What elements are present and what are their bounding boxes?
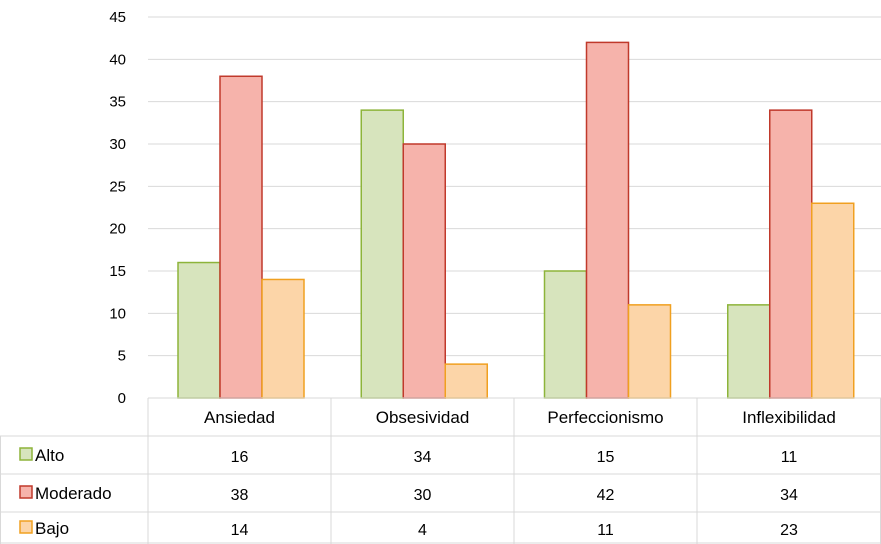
y-tick-label: 45 [109,9,126,26]
bar-moderado-ansiedad [219,75,263,399]
bar-bajo-ansiedad [261,278,305,399]
y-tick-label: 20 [109,221,126,238]
y-axis: 0 5 10 15 20 25 30 35 40 45 [109,9,126,407]
legend-swatch-moderado [19,485,33,499]
y-tick-label: 0 [118,390,126,407]
bar-alto-obsesividad [360,109,404,399]
y-tick-label: 25 [109,178,126,195]
legend-label-alto: Alto [35,446,64,465]
legend-label-moderado: Moderado [35,484,112,503]
data-table: Ansiedad Obsesividad Perfeccionismo Inflexi… [0,397,881,544]
x-tick-label: Ansiedad [204,408,275,427]
y-tick-label: 35 [109,94,126,111]
data-label: 23 [780,522,798,539]
bar-alto-ansiedad [177,261,221,399]
data-label: 4 [418,522,427,539]
data-label: 11 [597,522,614,539]
bar-moderado-perfeccionismo [585,41,630,399]
y-tick-label: 15 [109,263,126,280]
bar-bajo-inflexibilidad [811,202,855,399]
x-tick-label: Obsesividad [376,408,470,427]
bars [177,41,855,399]
data-label: 16 [231,449,249,466]
x-tick-label: Inflexibilidad [742,408,836,427]
bar-bajo-obsesividad [444,363,488,399]
legend-label-bajo: Bajo [35,519,69,538]
y-tick-label: 30 [109,136,126,153]
data-label: 34 [414,449,432,466]
bar-moderado-obsesividad [402,143,446,399]
bar-alto-perfeccionismo [543,270,588,399]
y-tick-label: 5 [118,348,126,365]
y-tick-label: 40 [109,51,126,68]
data-label: 34 [780,487,798,504]
bar-alto-inflexibilidad [727,304,771,399]
data-label: 38 [231,487,249,504]
legend-swatch-bajo [19,520,33,534]
data-label: 11 [781,449,798,466]
bar-bajo-perfeccionismo [627,304,672,399]
data-label: 15 [597,449,615,466]
legend-swatch-alto [19,447,33,461]
data-label: 42 [597,487,615,504]
data-label: 30 [414,487,432,504]
bar-moderado-inflexibilidad [769,109,813,399]
x-tick-label: Perfeccionismo [547,408,663,427]
y-tick-label: 10 [109,305,126,322]
data-label: 14 [231,522,249,539]
